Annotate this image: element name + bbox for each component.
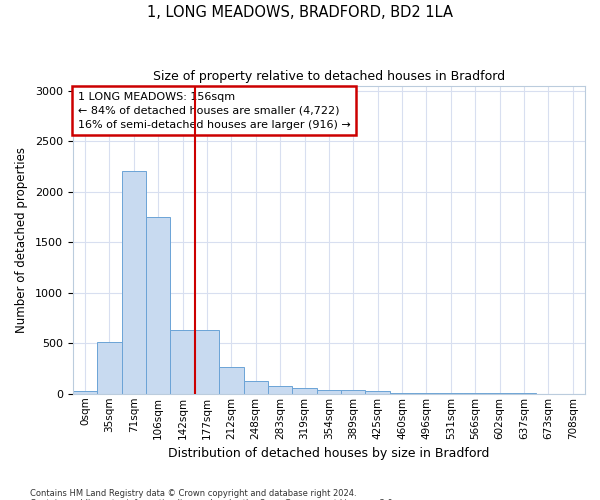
Bar xyxy=(97,342,122,394)
Bar xyxy=(219,368,244,394)
Bar xyxy=(73,390,97,394)
Text: Contains HM Land Registry data © Crown copyright and database right 2024.: Contains HM Land Registry data © Crown c… xyxy=(30,488,356,498)
X-axis label: Distribution of detached houses by size in Bradford: Distribution of detached houses by size … xyxy=(168,447,490,460)
Bar xyxy=(146,217,170,394)
Bar xyxy=(390,393,414,394)
Bar xyxy=(170,330,195,394)
Text: 1 LONG MEADOWS: 156sqm
← 84% of detached houses are smaller (4,722)
16% of semi-: 1 LONG MEADOWS: 156sqm ← 84% of detached… xyxy=(78,92,350,130)
Y-axis label: Number of detached properties: Number of detached properties xyxy=(15,146,28,332)
Bar xyxy=(268,386,292,394)
Bar xyxy=(365,390,390,394)
Bar xyxy=(292,388,317,394)
Bar xyxy=(414,393,439,394)
Text: Contains public sector information licensed under the Open Government Licence v3: Contains public sector information licen… xyxy=(30,498,395,500)
Title: Size of property relative to detached houses in Bradford: Size of property relative to detached ho… xyxy=(153,70,505,83)
Bar xyxy=(122,172,146,394)
Bar xyxy=(244,380,268,394)
Text: 1, LONG MEADOWS, BRADFORD, BD2 1LA: 1, LONG MEADOWS, BRADFORD, BD2 1LA xyxy=(147,5,453,20)
Bar xyxy=(341,390,365,394)
Bar xyxy=(317,390,341,394)
Bar xyxy=(195,330,219,394)
